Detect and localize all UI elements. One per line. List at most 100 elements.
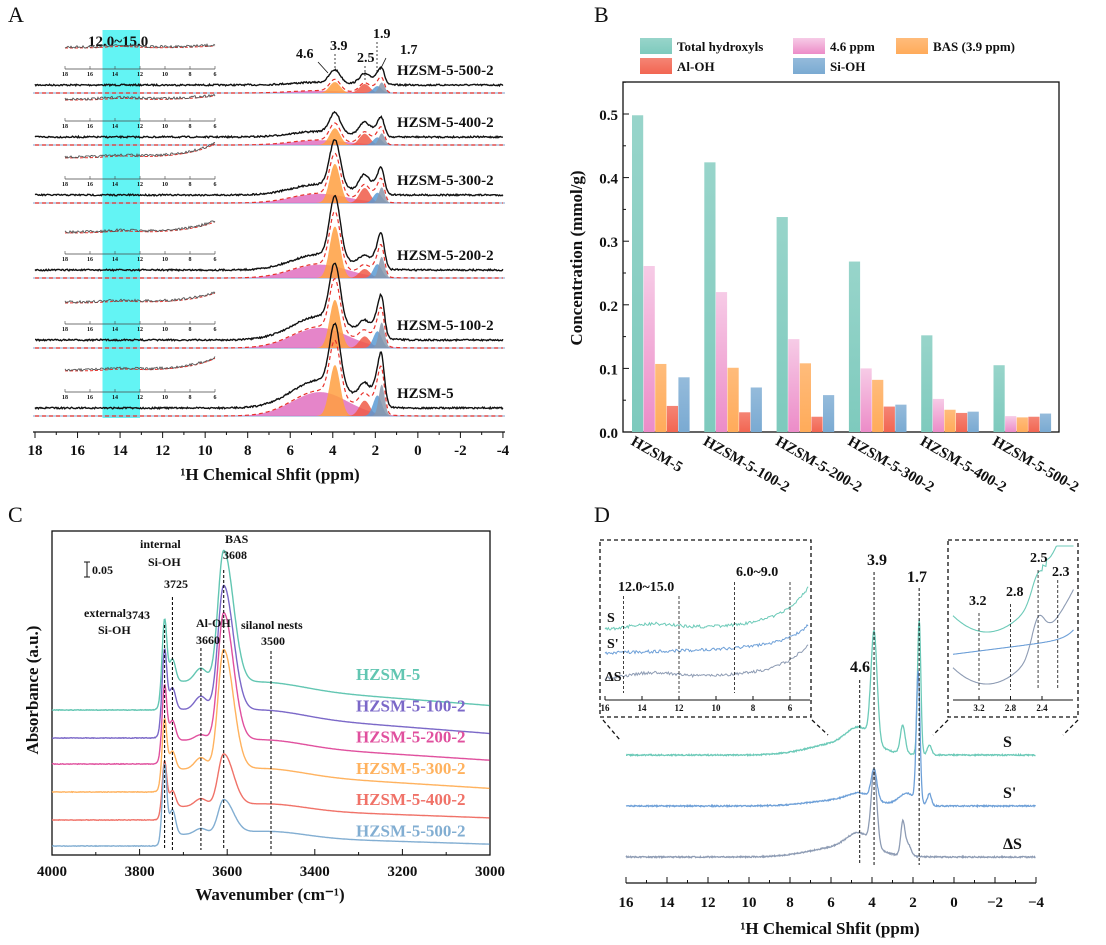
bar-Si-OH-HZSM-5	[678, 377, 690, 432]
x-tick-label: 12	[701, 895, 716, 911]
component-peak-4.6	[223, 140, 417, 145]
bar-BAS (3.9 ppm)-HZSM-5-500-2	[1016, 417, 1028, 432]
x-tick-label: 16	[70, 443, 86, 459]
component-peak-3.9	[316, 82, 354, 93]
x-tick-label: 8	[786, 895, 794, 911]
panel-d-nmr-difference: S S' ΔS 4.6 3.9 1.7 16 14 12 10 8 6 4 2 0 −2 −4 ¹H Chemic…	[599, 539, 1079, 938]
inset-tick-label: 12	[675, 703, 685, 713]
spectrum-HZSM-5-100-2	[35, 262, 504, 343]
inset-tick-label: 10	[162, 124, 168, 130]
peak-label: 1.7	[400, 43, 418, 58]
component-peak-1.7	[371, 82, 393, 93]
x-tick-label: 3000	[475, 864, 505, 880]
inset-series-label: ΔS	[605, 670, 622, 685]
bar-Al-OH-HZSM-5-300-2	[883, 406, 895, 432]
zoom-connector	[1062, 719, 1079, 736]
inset-tick-label: 16	[87, 182, 93, 188]
inset-spectrum	[64, 93, 216, 101]
component-peak-3.9	[316, 365, 354, 416]
x-tick-label: −4	[1028, 895, 1045, 911]
peak-label: 1.7	[907, 569, 927, 586]
y-tick-label: 0.2	[599, 299, 618, 315]
ir-spectrum-HZSM-5-100-2	[51, 584, 490, 740]
legend-label: Si-OH	[830, 59, 865, 74]
y-axis-label: Absorbance (a.u.)	[23, 626, 42, 755]
series-label: HZSM-5-100-2	[356, 696, 466, 715]
series-label: HZSM-5-400-2	[356, 790, 466, 809]
inset-tick-label: 8	[189, 124, 192, 130]
peak-label: 4.6	[850, 659, 870, 676]
x-tick-label: 3600	[212, 864, 242, 880]
inset-tick-label: 16	[87, 72, 93, 78]
bar-Si-OH-HZSM-5-300-2	[895, 404, 907, 432]
bar-Al-OH-HZSM-5	[666, 405, 678, 432]
inset-tick-label: 12	[137, 72, 143, 78]
legend-swatch	[896, 38, 928, 54]
inset-spectrum-S'	[604, 624, 809, 656]
legend-label: 4.6 ppm	[830, 39, 875, 54]
inset-tick-label: 10	[162, 72, 168, 78]
peak-leader	[379, 57, 387, 71]
inset-tick-label: 6	[214, 72, 217, 78]
series-label: S	[1003, 734, 1012, 751]
component-peak-2.5	[346, 269, 384, 278]
highlight-band	[102, 30, 140, 418]
annotation-text: internal	[140, 537, 181, 551]
inset-tick-label: 18	[62, 182, 68, 188]
legend-swatch	[793, 58, 825, 74]
inset-spectrum	[64, 356, 216, 372]
x-tick-label: 10	[742, 895, 757, 911]
peak-label: 3.9	[330, 39, 348, 54]
x-tick-label: 16	[619, 895, 635, 911]
annotation-value: 3660	[196, 633, 220, 647]
bar-Si-OH-HZSM-5-200-2	[823, 395, 835, 432]
component-peak-1.7	[371, 133, 393, 145]
inset-tick-label: 8	[189, 327, 192, 333]
x-tick-label: 6	[286, 443, 294, 459]
x-tick-label: 0	[950, 895, 958, 911]
inset-tick-label: 2.4	[1036, 703, 1048, 713]
inset-right-spectrum-ΔS	[952, 589, 1074, 685]
x-tick-label: 4	[868, 895, 876, 911]
inset-tick-label: 6	[214, 124, 217, 130]
panel-c-ir-spectra: HZSM-5 HZSM-5-100-2 HZSM-5-200-2 HZSM-5-300…	[23, 530, 505, 904]
inset-tick-label: 3.2	[973, 703, 985, 713]
series-label: HZSM-5-300-2	[356, 759, 466, 778]
y-tick-label: 0.1	[599, 362, 618, 378]
inset-tick-label: 6	[214, 327, 217, 333]
inset-tick-label: 16	[87, 257, 93, 263]
x-axis-label: ¹H Chemical Shfit (ppm)	[180, 465, 359, 484]
bar-4.6 ppm-HZSM-5-400-2	[932, 398, 944, 432]
panel-label-a: A	[8, 2, 24, 27]
inset-tick-label: 6	[214, 257, 217, 263]
inset-spectrum-S	[604, 586, 809, 631]
inset-tick-label: 16	[601, 703, 611, 713]
bar-BAS (3.9 ppm)-HZSM-5-200-2	[799, 363, 811, 432]
bar-Si-OH-HZSM-5-500-2	[1039, 413, 1052, 432]
inset-fit	[65, 292, 216, 304]
legend-swatch	[793, 38, 825, 54]
bar-4.6 ppm-HZSM-5-200-2	[788, 339, 800, 432]
inset-tick-label: 14	[112, 257, 118, 263]
bar-Si-OH-HZSM-5-400-2	[967, 411, 979, 432]
component-peak-3.9	[316, 164, 354, 203]
spectrum-HZSM-5-200-2	[34, 194, 504, 273]
legend-swatch	[640, 38, 672, 54]
inset-tick-label: 6	[788, 703, 793, 713]
bar-4.6 ppm-HZSM-5-100-2	[715, 292, 728, 432]
series-label: HZSM-5	[397, 386, 454, 402]
inset-tick-label: 12	[137, 327, 143, 333]
x-axis-label: Wavenumber (cm⁻¹)	[195, 885, 344, 904]
x-tick-label: -2	[454, 443, 467, 459]
component-peak-1.7	[371, 187, 393, 203]
annotation-value: 3500	[261, 634, 285, 648]
inset-tick-label: 16	[87, 124, 93, 130]
component-peak-2.5	[346, 84, 384, 93]
fitted-envelope	[35, 277, 503, 349]
x-tick-label: 6	[827, 895, 835, 911]
bar-Total hydroxyls-HZSM-5-200-2	[776, 217, 788, 432]
x-tick-label: 4	[329, 443, 337, 459]
inset-tick-label: 12	[137, 395, 143, 401]
